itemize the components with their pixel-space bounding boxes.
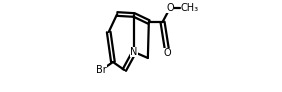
Text: Br: Br xyxy=(96,65,107,75)
Text: N: N xyxy=(131,47,138,57)
Text: O: O xyxy=(164,48,171,58)
Text: O: O xyxy=(166,3,174,13)
Text: CH₃: CH₃ xyxy=(180,3,199,13)
